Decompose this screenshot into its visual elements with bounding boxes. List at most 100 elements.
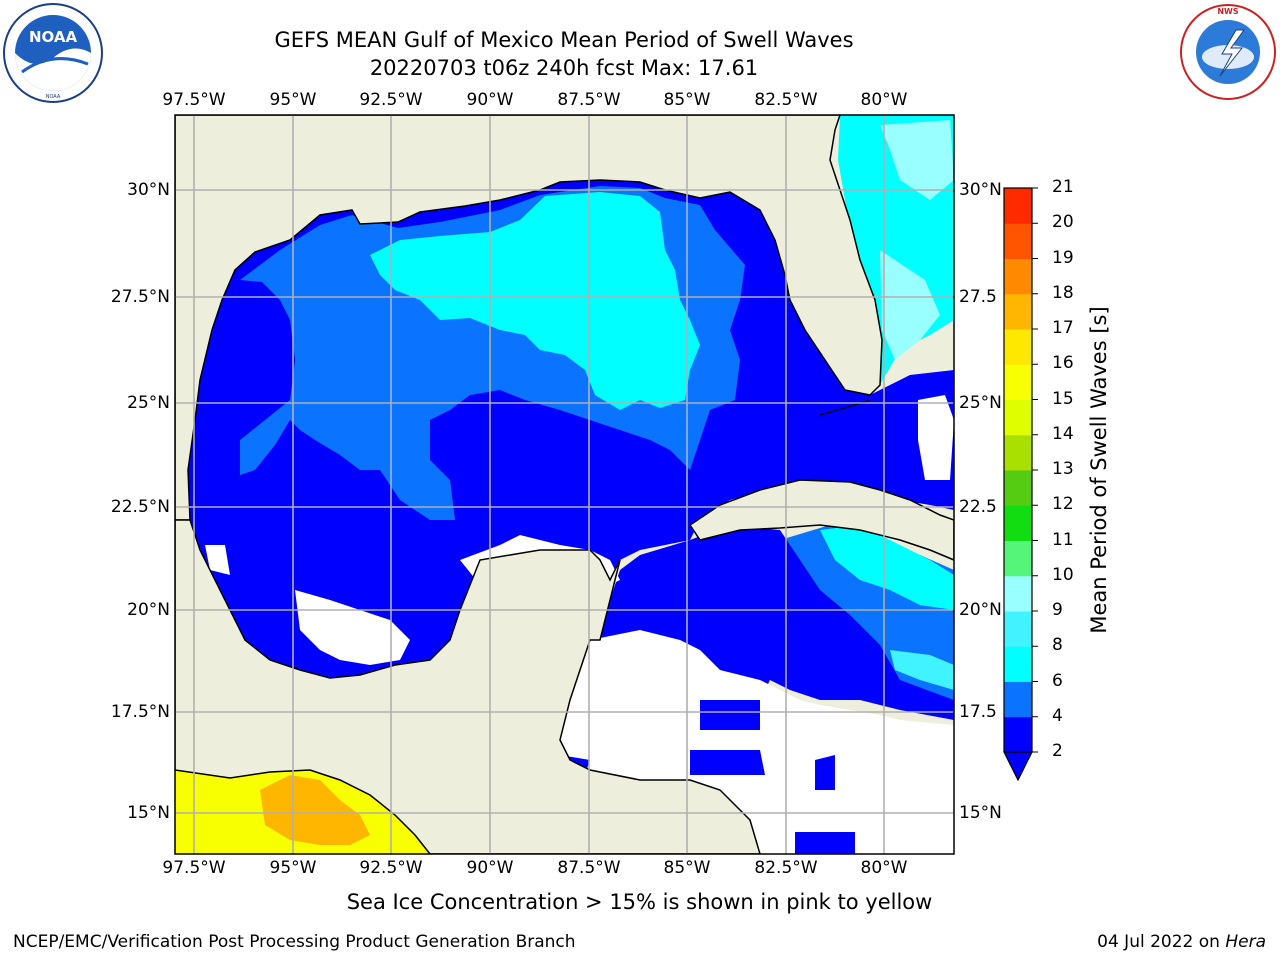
lon-label-top: 85°W [663, 90, 711, 110]
footer-credit: NCEP/EMC/Verification Post Processing Pr… [13, 932, 576, 952]
lon-label-top: 90°W [466, 90, 514, 110]
colorbar-tick-label: 19 [1052, 247, 1074, 268]
lon-label-bottom: 92.5°W [359, 858, 423, 878]
lat-label-right: 17.5 [959, 702, 997, 722]
lat-label-left: 15°N [127, 803, 170, 823]
lon-label-bottom: 95°W [269, 858, 317, 878]
colorbar-segment [1004, 646, 1032, 682]
caribbean-cyan-patch [890, 650, 954, 690]
colorbar-tick-label: 12 [1052, 494, 1074, 515]
lon-label-top: 82.5°W [754, 90, 818, 110]
colorbar-segment [1004, 575, 1032, 612]
atlantic-light-cyan-patch [880, 120, 954, 200]
colorbar-tick-labels: 2 4 6 8 9 10 11 12 13 14 15 16 17 18 19 20 21 [1032, 177, 1092, 785]
colorbar-segment [1004, 293, 1032, 330]
colorbar-extend-arrow [1003, 751, 1033, 782]
colorbar-tick-label: 16 [1052, 353, 1074, 374]
masked-no-data-region [560, 630, 954, 854]
caribbean-blue-patch [700, 700, 760, 730]
colorbar [1003, 187, 1038, 782]
colorbar-segment [1004, 434, 1032, 471]
colorbar-tick-label: 18 [1052, 282, 1074, 303]
gulf-long-period-region [370, 192, 700, 410]
lon-label-top: 92.5°W [359, 90, 423, 110]
gulf-masked-patch-campeche [295, 590, 410, 665]
lat-label-left: 17.5°N [110, 702, 170, 722]
lon-label-bottom: 87.5°W [557, 858, 621, 878]
footer-host: Hera [1225, 932, 1266, 952]
colorbar-segment [1004, 329, 1032, 365]
caribbean-long-period-region [820, 525, 954, 610]
footer-date: 04 Jul 2022 on Hera [1097, 932, 1266, 952]
colorbar-segments [1004, 187, 1038, 753]
sea-ice-note: Sea Ice Concentration > 15% is shown in … [0, 890, 1280, 914]
svg-text:NOAA: NOAA [46, 94, 61, 100]
caribbean-blue-patch-4 [795, 832, 855, 854]
colorbar-tick-label: 10 [1052, 564, 1074, 585]
colorbar-tick-label: 8 [1052, 635, 1063, 656]
colorbar-tick-label: 9 [1052, 600, 1063, 620]
lon-label-top: 95°W [269, 90, 317, 110]
colorbar-segment [1004, 399, 1032, 436]
lon-label-top: 87.5°W [557, 90, 621, 110]
colorbar-segment [1004, 716, 1032, 753]
colorbar-tick-label: 6 [1052, 670, 1063, 691]
gulf-masked-patch-florida [918, 395, 954, 480]
map-gridlines [175, 115, 954, 854]
atlantic-light-cyan-patch-2 [880, 250, 940, 360]
colorbar-segment [1004, 364, 1032, 400]
land-us-gulf-coast [175, 115, 883, 521]
colorbar-tick-label: 20 [1052, 212, 1074, 233]
lat-label-left: 20°N [127, 600, 170, 620]
lat-label-right: 15°N [959, 803, 1002, 823]
lat-label-left: 22.5°N [110, 497, 170, 517]
lat-label-right: 30°N [959, 180, 1002, 200]
colorbar-segment [1004, 223, 1032, 259]
caribbean-blue-patch-2 [690, 750, 765, 775]
lon-label-bottom: 90°W [466, 858, 514, 878]
colorbar-segment [1004, 611, 1032, 647]
lon-label-bottom: 85°W [663, 858, 711, 878]
lon-label-bottom: 80°W [860, 858, 908, 878]
lat-label-right: 22.5 [959, 497, 997, 517]
caribbean-blue-patch-3 [815, 755, 835, 790]
lon-label-bottom: 97.5°W [162, 858, 226, 878]
colorbar-label: Mean Period of Swell Waves [s] [1087, 306, 1111, 634]
lon-label-bottom: 82.5°W [754, 858, 818, 878]
lat-label-right: 27.5 [959, 287, 997, 307]
land-mexico [175, 519, 761, 854]
nws-logo: NWS [1180, 4, 1276, 100]
lon-label-top: 97.5°W [162, 90, 226, 110]
colorbar-tick-label: 4 [1052, 705, 1063, 726]
colorbar-segment [1004, 540, 1032, 577]
lon-label-top: 80°W [860, 90, 908, 110]
colorbar-tick-label: 13 [1052, 459, 1074, 479]
lat-label-left: 30°N [127, 180, 170, 200]
lat-label-left: 25°N [127, 393, 170, 413]
colorbar-tick-label: 14 [1052, 423, 1074, 444]
lat-label-left: 27.5°N [110, 287, 170, 307]
lat-label-right: 20°N [959, 600, 1002, 620]
colorbar-segment [1004, 188, 1032, 224]
footer-date-text: 04 Jul 2022 on [1097, 932, 1226, 952]
colorbar-segment [1004, 470, 1032, 506]
noaa-logo: NOAA NOAA [3, 3, 103, 103]
land-cuba [688, 479, 954, 561]
chart-subtitle: 20220703 t06z 240h fcst Max: 17.61 [369, 56, 759, 80]
colorbar-segment [1004, 258, 1032, 295]
map-frame [174, 114, 955, 855]
gulf-masked-patch-west [205, 545, 230, 575]
colorbar-tick-label: 15 [1052, 388, 1074, 409]
sea-ice-note-text: Sea Ice Concentration > 15% is shown in … [346, 890, 933, 914]
pacific-orange-region [260, 775, 370, 845]
lat-label-right: 25°N [959, 393, 1002, 413]
colorbar-tick-label: 21 [1052, 177, 1074, 197]
chart-title: GEFS MEAN Gulf of Mexico Mean Period of … [274, 28, 854, 52]
noaa-logo-text: NOAA [29, 28, 78, 46]
colorbar-frame [1003, 187, 1033, 753]
colorbar-tick-label: 11 [1052, 529, 1074, 550]
svg-text:NWS: NWS [1217, 7, 1239, 16]
colorbar-tick-label: 2 [1052, 741, 1063, 761]
colorbar-segment [1004, 681, 1032, 718]
